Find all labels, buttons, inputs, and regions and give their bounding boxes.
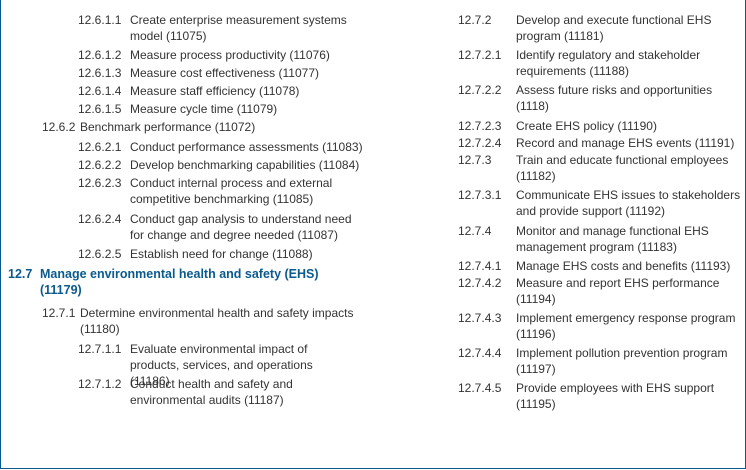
outline-text: Benchmark performance (11072) xyxy=(80,120,256,134)
outline-text: Manage EHS costs and benefits (11193) xyxy=(516,259,731,273)
outline-text: Measure and report EHS performance (1119… xyxy=(516,276,720,306)
section-number: 12.7 xyxy=(8,267,33,281)
outline-text: Conduct internal process and external co… xyxy=(130,176,333,206)
outline-number: 12.7.2.3 xyxy=(458,119,502,133)
outline-text: Assess future risks and opportunities (1… xyxy=(516,83,713,113)
outline-text: Develop benchmarking capabilities (11084… xyxy=(130,158,360,172)
outline-text: Communicate EHS issues to stakeholders a… xyxy=(516,188,741,218)
outline-number: 12.6.2.3 xyxy=(78,176,122,190)
outline-text: Identify regulatory and stakeholder requ… xyxy=(516,48,701,78)
outline-text: Conduct gap analysis to understand need … xyxy=(130,212,352,242)
outline-number: 12.7.3 xyxy=(458,153,492,167)
outline-text: Implement emergency response program (11… xyxy=(516,311,736,341)
outline-text: Conduct health and safety and environmen… xyxy=(130,377,293,407)
outline-number: 12.7.4.2 xyxy=(458,276,502,290)
outline-number: 12.7.1.1 xyxy=(78,342,122,356)
outline-number: 12.7.1 xyxy=(42,306,76,320)
outline-text: Train and educate functional employees (… xyxy=(516,153,729,183)
outline-text: Record and manage EHS events (11191) xyxy=(516,136,735,150)
outline-number: 12.6.1.4 xyxy=(78,84,122,98)
outline-number: 12.6.2 xyxy=(42,120,76,134)
outline-text: Establish need for change (11088) xyxy=(130,247,313,261)
outline-text: Measure cost effectiveness (11077) xyxy=(130,66,319,80)
outline-text: Develop and execute functional EHS progr… xyxy=(516,13,712,43)
outline-text: Measure cycle time (11079) xyxy=(130,102,278,116)
outline-number: 12.6.1.2 xyxy=(78,48,122,62)
outline-number: 12.6.2.4 xyxy=(78,212,122,226)
outline-number: 12.7.4.1 xyxy=(458,259,502,273)
outline-number: 12.7.2.4 xyxy=(458,136,502,150)
outline-text: Create EHS policy (11190) xyxy=(516,119,657,133)
outline-number: 12.7.2 xyxy=(458,13,492,27)
outline-number: 12.6.1.5 xyxy=(78,102,122,116)
outline-number: 12.7.4.5 xyxy=(458,381,502,395)
outline-text: Implement pollution prevention program (… xyxy=(516,346,728,376)
outline-text: Measure process productivity (11076) xyxy=(130,48,330,62)
outline-text: Conduct performance assessments (11083) xyxy=(130,140,363,154)
outline-text: Provide employees with EHS support (1119… xyxy=(516,381,715,411)
outline-number: 12.6.2.5 xyxy=(78,247,122,261)
outline-text: Evaluate environmental impact of product… xyxy=(130,342,313,388)
outline-number: 12.6.2.2 xyxy=(78,158,122,172)
outline-number: 12.7.4 xyxy=(458,224,492,238)
outline-text: Measure staff efficiency (11078) xyxy=(130,84,300,98)
outline-text: Monitor and manage functional EHS manage… xyxy=(516,224,709,254)
outline-number: 12.6.1.3 xyxy=(78,66,122,80)
section-title: Manage environmental health and safety (… xyxy=(40,267,319,297)
outline-text: Determine environmental health and safet… xyxy=(80,306,354,336)
outline-number: 12.7.2.2 xyxy=(458,83,502,97)
outline-number: 12.7.1.2 xyxy=(78,377,122,391)
outline-number: 12.7.2.1 xyxy=(458,48,502,62)
outline-number: 12.6.1.1 xyxy=(78,13,122,27)
outline-number: 12.7.4.4 xyxy=(458,346,502,360)
outline-number: 12.7.4.3 xyxy=(458,311,502,325)
outline-number: 12.7.3.1 xyxy=(458,188,502,202)
outline-text: Create enterprise measurement systems mo… xyxy=(130,13,347,43)
outline-number: 12.6.2.1 xyxy=(78,140,122,154)
